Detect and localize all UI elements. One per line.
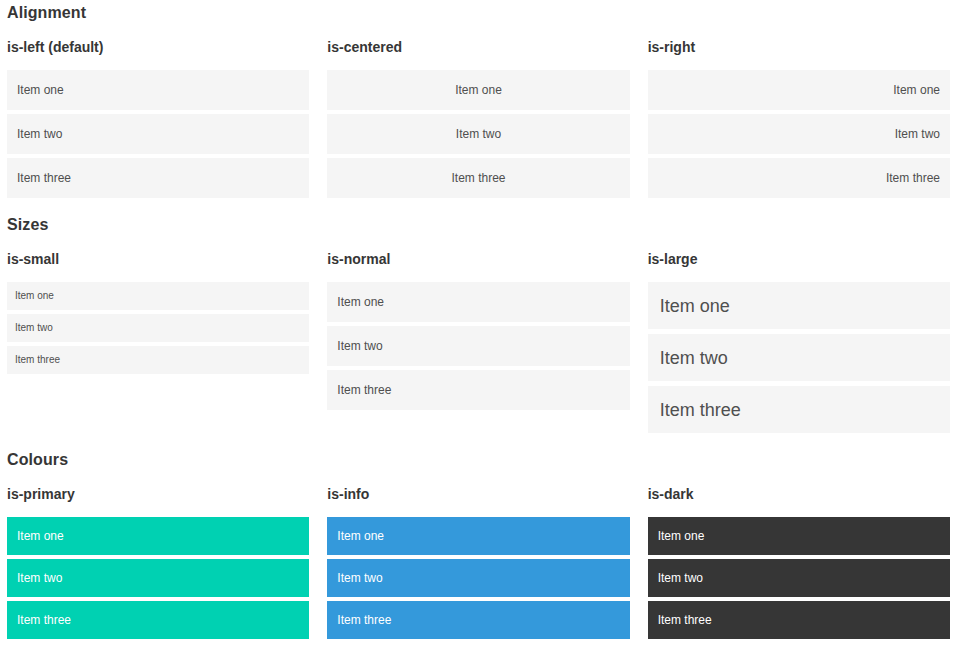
variant-label-is-dark: is-dark bbox=[648, 487, 950, 501]
column-is-primary: is-primary Item one Item two Item three bbox=[7, 487, 309, 639]
variant-label-is-normal: is-normal bbox=[327, 252, 629, 266]
list-item: Item two bbox=[327, 114, 629, 154]
item-list-dark: Item one Item two Item three bbox=[648, 517, 950, 639]
column-is-right: is-right Item one Item two Item three bbox=[648, 40, 950, 198]
section-title-sizes: Sizes bbox=[7, 217, 950, 233]
column-is-large: is-large Item one Item two Item three bbox=[648, 252, 950, 433]
list-item: Item three bbox=[648, 158, 950, 198]
list-item: Item three bbox=[327, 158, 629, 198]
variant-label-is-centered: is-centered bbox=[327, 40, 629, 54]
list-item: Item two bbox=[648, 559, 950, 597]
item-list-small: Item one Item two Item three bbox=[7, 282, 309, 374]
variant-label-is-large: is-large bbox=[648, 252, 950, 266]
list-item: Item two bbox=[648, 334, 950, 381]
list-item: Item one bbox=[327, 282, 629, 322]
list-item: Item three bbox=[648, 386, 950, 433]
item-list-centered: Item one Item two Item three bbox=[327, 70, 629, 198]
variant-label-is-right: is-right bbox=[648, 40, 950, 54]
sizes-row: is-small Item one Item two Item three is… bbox=[7, 252, 950, 433]
list-item: Item three bbox=[327, 601, 629, 639]
list-item: Item two bbox=[7, 114, 309, 154]
section-sizes: Sizes is-small Item one Item two Item th… bbox=[7, 217, 950, 433]
list-item: Item two bbox=[327, 326, 629, 366]
section-title-colours: Colours bbox=[7, 452, 950, 468]
column-is-info: is-info Item one Item two Item three bbox=[327, 487, 629, 639]
item-list-left: Item one Item two Item three bbox=[7, 70, 309, 198]
list-item: Item one bbox=[7, 70, 309, 110]
list-item: Item one bbox=[7, 517, 309, 555]
list-item: Item two bbox=[7, 314, 309, 342]
list-item: Item three bbox=[7, 158, 309, 198]
list-demo-page: Alignment is-left (default) Item one Ite… bbox=[0, 0, 960, 654]
colours-row: is-primary Item one Item two Item three … bbox=[7, 487, 950, 639]
column-is-left: is-left (default) Item one Item two Item… bbox=[7, 40, 309, 198]
list-item: Item one bbox=[327, 517, 629, 555]
list-item: Item three bbox=[327, 370, 629, 410]
list-item: Item three bbox=[648, 601, 950, 639]
list-item: Item two bbox=[327, 559, 629, 597]
item-list-primary: Item one Item two Item three bbox=[7, 517, 309, 639]
item-list-info: Item one Item two Item three bbox=[327, 517, 629, 639]
section-colours: Colours is-primary Item one Item two Ite… bbox=[7, 452, 950, 639]
variant-label-is-left: is-left (default) bbox=[7, 40, 309, 54]
list-item: Item one bbox=[648, 282, 950, 329]
column-is-normal: is-normal Item one Item two Item three bbox=[327, 252, 629, 410]
variant-label-is-small: is-small bbox=[7, 252, 309, 266]
variant-label-is-primary: is-primary bbox=[7, 487, 309, 501]
item-list-normal: Item one Item two Item three bbox=[327, 282, 629, 410]
list-item: Item one bbox=[327, 70, 629, 110]
alignment-row: is-left (default) Item one Item two Item… bbox=[7, 40, 950, 198]
column-is-dark: is-dark Item one Item two Item three bbox=[648, 487, 950, 639]
section-alignment: Alignment is-left (default) Item one Ite… bbox=[7, 5, 950, 198]
item-list-large: Item one Item two Item three bbox=[648, 282, 950, 433]
list-item: Item two bbox=[648, 114, 950, 154]
section-title-alignment: Alignment bbox=[7, 5, 950, 21]
list-item: Item two bbox=[7, 559, 309, 597]
column-is-centered: is-centered Item one Item two Item three bbox=[327, 40, 629, 198]
list-item: Item three bbox=[7, 601, 309, 639]
variant-label-is-info: is-info bbox=[327, 487, 629, 501]
list-item: Item one bbox=[7, 282, 309, 310]
list-item: Item three bbox=[7, 346, 309, 374]
item-list-right: Item one Item two Item three bbox=[648, 70, 950, 198]
column-is-small: is-small Item one Item two Item three bbox=[7, 252, 309, 374]
list-item: Item one bbox=[648, 517, 950, 555]
list-item: Item one bbox=[648, 70, 950, 110]
